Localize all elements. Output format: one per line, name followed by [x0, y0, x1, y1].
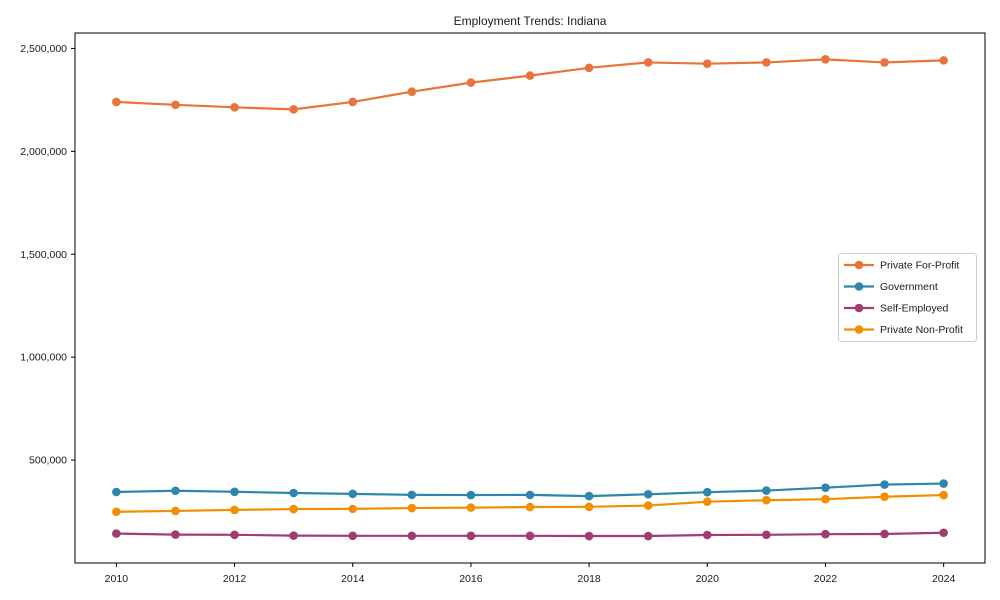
marker-private-for-profit-2012 [230, 103, 239, 112]
plot-area: 500,000 1,000,000 1,500,000 2,000,000 2,500,… [20, 32, 986, 585]
marker-government-2023 [880, 480, 889, 489]
x-tick-label: 2016 [459, 573, 483, 585]
x-tick-label: 2022 [814, 573, 838, 585]
marker-private-for-profit-2011 [171, 100, 180, 110]
legend-label-private-for-profit: Private For-Profit [880, 260, 959, 272]
marker-private-non-profit-2017 [525, 502, 535, 512]
legend-label-self-employed: Self-Employed [880, 303, 948, 315]
marker-private-non-profit-2024 [939, 490, 948, 500]
marker-private-for-profit-2018 [584, 63, 594, 73]
marker-private-for-profit-2014 [348, 97, 358, 107]
line-private-for-profit [115, 58, 945, 111]
marker-private-for-profit-2019 [643, 58, 653, 67]
y-tick-label: 2,000,000 [20, 146, 67, 158]
marker-government-2014 [348, 489, 358, 499]
marker-government-2019 [643, 489, 653, 499]
chart-title: Employment Trends: Indiana [454, 14, 607, 28]
marker-self-employed-2021 [762, 530, 771, 540]
marker-private-for-profit-2022 [821, 55, 830, 64]
marker-private-non-profit-2021 [762, 495, 771, 505]
marker-self-employed-2016 [466, 531, 476, 541]
marker-self-employed-2024 [939, 528, 948, 538]
legend-item-private-for-profit: Private For-Profit [844, 260, 959, 272]
marker-private-for-profit-2016 [466, 78, 476, 87]
marker-self-employed-2013 [289, 531, 298, 540]
axes-frame [74, 32, 986, 564]
y-tick-label: 2,500,000 [20, 43, 67, 55]
marker-private-for-profit-2017 [525, 71, 535, 80]
marker-private-non-profit-2023 [880, 492, 889, 502]
marker-self-employed-2018 [584, 531, 594, 541]
marker-private-non-profit-2012 [230, 505, 239, 515]
marker-private-for-profit-2010 [112, 97, 121, 107]
marker-private-for-profit-2021 [762, 58, 771, 67]
marker-private-non-profit-2018 [584, 502, 594, 512]
marker-government-2013 [289, 488, 298, 498]
marker-self-employed-2015 [407, 531, 417, 541]
x-tick-label: 2024 [932, 573, 956, 585]
marker-private-for-profit-2020 [702, 59, 712, 68]
x-tick-label: 2020 [696, 573, 720, 585]
marker-government-2017 [525, 490, 535, 500]
marker-private-non-profit-2013 [289, 504, 298, 514]
x-tick-label: 2012 [223, 573, 247, 585]
marker-self-employed-2022 [821, 529, 830, 539]
legend-marker-self-employed [854, 303, 864, 313]
marker-self-employed-2010 [112, 529, 121, 538]
marker-government-2022 [821, 483, 830, 492]
legend-label-government: Government [880, 281, 938, 293]
marker-self-employed-2014 [348, 531, 358, 541]
y-tick-label: 500,000 [29, 455, 67, 467]
legend-item-private-non-profit: Private Non-Profit [844, 324, 963, 336]
marker-private-for-profit-2013 [289, 105, 298, 114]
marker-self-employed-2020 [702, 530, 712, 540]
marker-self-employed-2017 [525, 531, 535, 541]
marker-self-employed-2012 [230, 530, 239, 540]
y-tick-label: 1,500,000 [20, 249, 67, 261]
marker-private-non-profit-2011 [171, 506, 180, 516]
marker-private-non-profit-2016 [466, 503, 476, 512]
x-tick-label: 2014 [341, 573, 365, 585]
marker-self-employed-2019 [643, 531, 653, 541]
marker-private-non-profit-2014 [348, 504, 358, 514]
marker-government-2010 [112, 487, 121, 497]
legend-marker-private-for-profit [854, 260, 864, 270]
marker-government-2012 [230, 487, 239, 497]
marker-self-employed-2011 [171, 530, 180, 539]
marker-self-employed-2023 [880, 529, 889, 539]
marker-private-non-profit-2019 [643, 501, 653, 510]
marker-private-for-profit-2015 [407, 87, 417, 96]
marker-government-2016 [466, 490, 476, 500]
series-self-employed [112, 528, 948, 541]
legend: Private For-Profit Government Self-Employe… [838, 253, 977, 342]
legend-marker-government [854, 282, 864, 291]
marker-private-non-profit-2020 [702, 497, 712, 506]
legend-item-self-employed: Self-Employed [844, 303, 948, 315]
series-private-non-profit [112, 490, 948, 517]
marker-private-non-profit-2022 [821, 494, 830, 504]
legend-item-government: Government [844, 281, 938, 293]
marker-government-2011 [171, 486, 180, 496]
marker-government-2024 [939, 479, 948, 488]
x-tick-label: 2018 [577, 573, 601, 585]
marker-private-non-profit-2010 [112, 507, 121, 517]
marker-private-for-profit-2023 [880, 58, 889, 67]
series-government [112, 479, 948, 501]
legend-marker-private-non-profit [854, 325, 864, 334]
legend-box [838, 253, 977, 342]
marker-government-2021 [762, 486, 771, 495]
marker-government-2015 [407, 490, 417, 500]
marker-private-non-profit-2015 [407, 503, 417, 513]
legend-label-private-non-profit: Private Non-Profit [880, 324, 963, 336]
x-tick-label: 2010 [105, 573, 129, 585]
marker-government-2018 [584, 491, 594, 501]
marker-government-2020 [702, 487, 712, 497]
marker-private-for-profit-2024 [939, 56, 948, 65]
y-tick-label: 1,000,000 [20, 352, 67, 364]
series-private-for-profit [112, 55, 948, 114]
